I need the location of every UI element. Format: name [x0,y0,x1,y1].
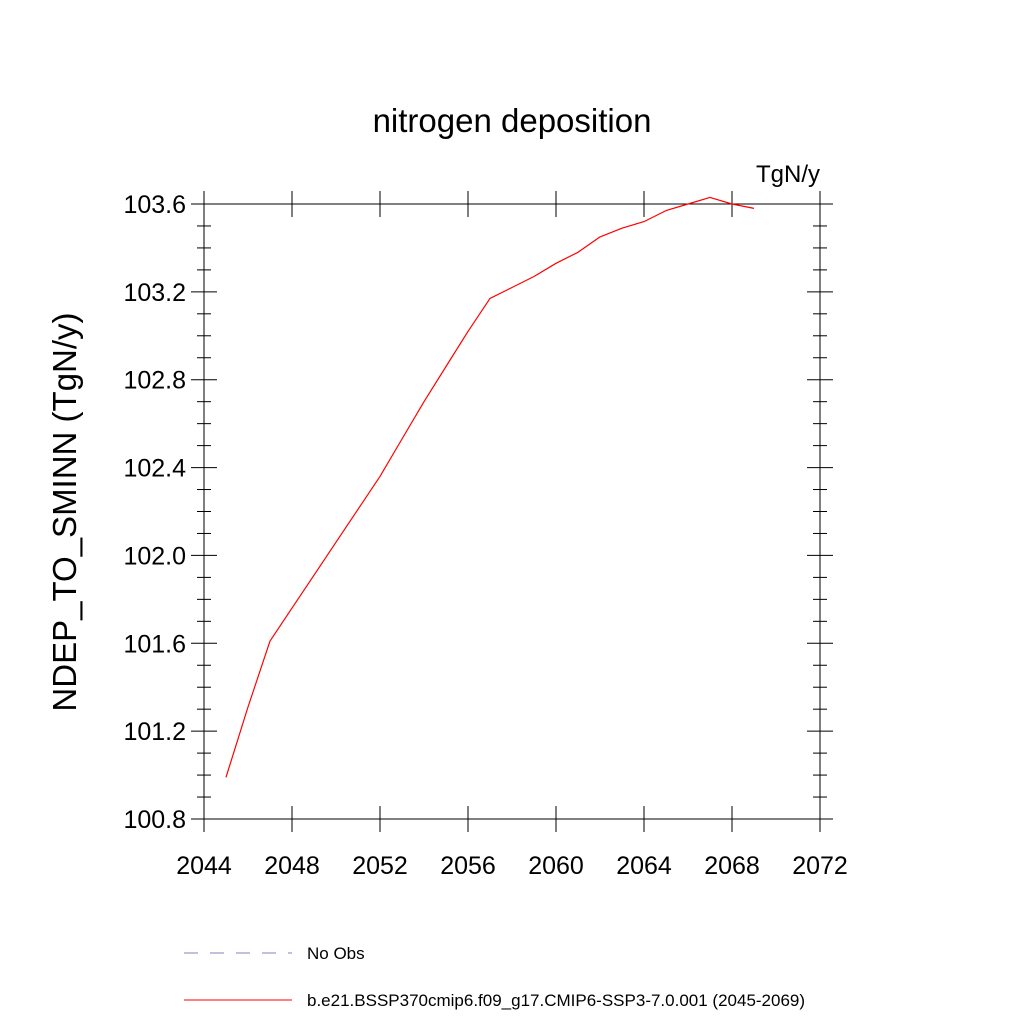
x-tick-label: 2060 [528,852,584,880]
x-tick-label: 2052 [352,852,408,880]
y-tick-label: 103.2 [123,279,186,307]
y-tick-label: 102.4 [123,455,186,483]
series-line-0 [225,196,755,778]
y-tick-label: 102.8 [123,367,186,395]
x-tick-label: 2044 [176,852,232,880]
x-tick-label: 2048 [264,852,320,880]
x-tick-label: 2064 [616,852,672,880]
legend-label-model: b.e21.BSSP370cmip6.f09_g17.CMIP6-SSP3-7.… [307,991,805,1010]
x-tick-label: 2068 [704,852,760,880]
chart-title: nitrogen deposition [373,102,652,139]
plot-frame [203,203,821,820]
legend: No Obs b.e21.BSSP370cmip6.f09_g17.CMIP6-… [184,944,805,1010]
y-tick-label: 100.8 [123,806,186,834]
y-axis-label: NDEP_TO_SMINN (TgN/y) [46,312,83,711]
y-tick-label: 102.0 [123,542,186,570]
y-tick-label: 101.2 [123,718,186,746]
y-axis-ticks: 100.8 101.2 101.6 102.0 102.4 102.8 103.2 103.6 [123,191,833,834]
x-tick-label: 2072 [792,852,848,880]
legend-label-no-obs: No Obs [307,944,365,963]
x-tick-label: 2056 [440,852,496,880]
x-axis-ticks: 2044 2048 2052 2056 2060 2064 2068 2072 [176,191,848,880]
units-label: TgN/y [756,161,820,188]
series-layer [225,196,755,778]
y-tick-label: 101.6 [123,630,186,658]
y-tick-label: 103.6 [123,191,186,219]
